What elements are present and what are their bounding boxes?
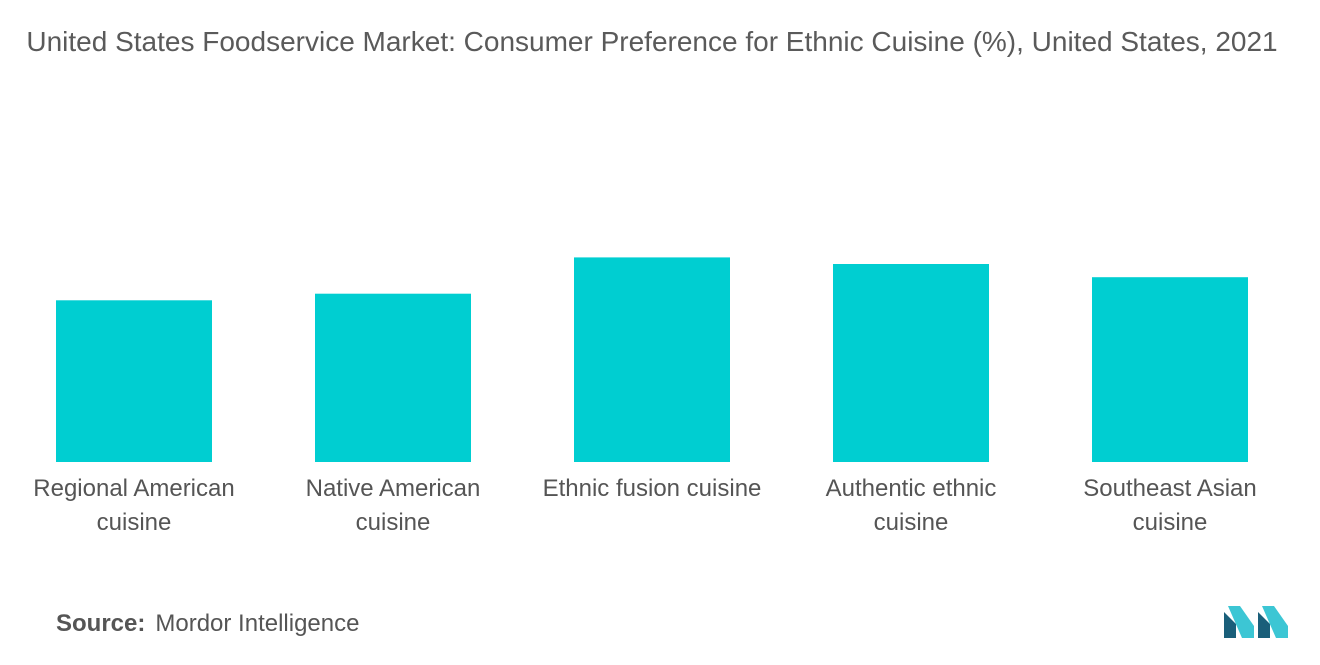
- x-tick-label: Regional American cuisine: [33, 475, 235, 536]
- source-line: Source: Mordor Intelligence: [56, 610, 359, 638]
- mordor-logo-icon: [1224, 606, 1288, 638]
- chart-title: United States Foodservice Market: Consum…: [26, 26, 1278, 57]
- x-tick-label: Authentic ethnic cuisine: [825, 475, 997, 536]
- x-tick-label: Southeast Asian cuisine: [1083, 475, 1257, 536]
- bars-group: [56, 257, 1248, 462]
- source-text: Mordor Intelligence: [155, 610, 360, 637]
- bar-5: [1092, 277, 1248, 462]
- bar-1: [56, 300, 212, 462]
- bar-2: [315, 293, 471, 462]
- bar-3: [574, 257, 730, 462]
- x-tick-label: Native American cuisine: [305, 475, 481, 536]
- bar-4: [833, 264, 989, 462]
- x-tick-label: Ethnic fusion cuisine: [542, 475, 762, 502]
- source-label: Source:: [56, 610, 146, 637]
